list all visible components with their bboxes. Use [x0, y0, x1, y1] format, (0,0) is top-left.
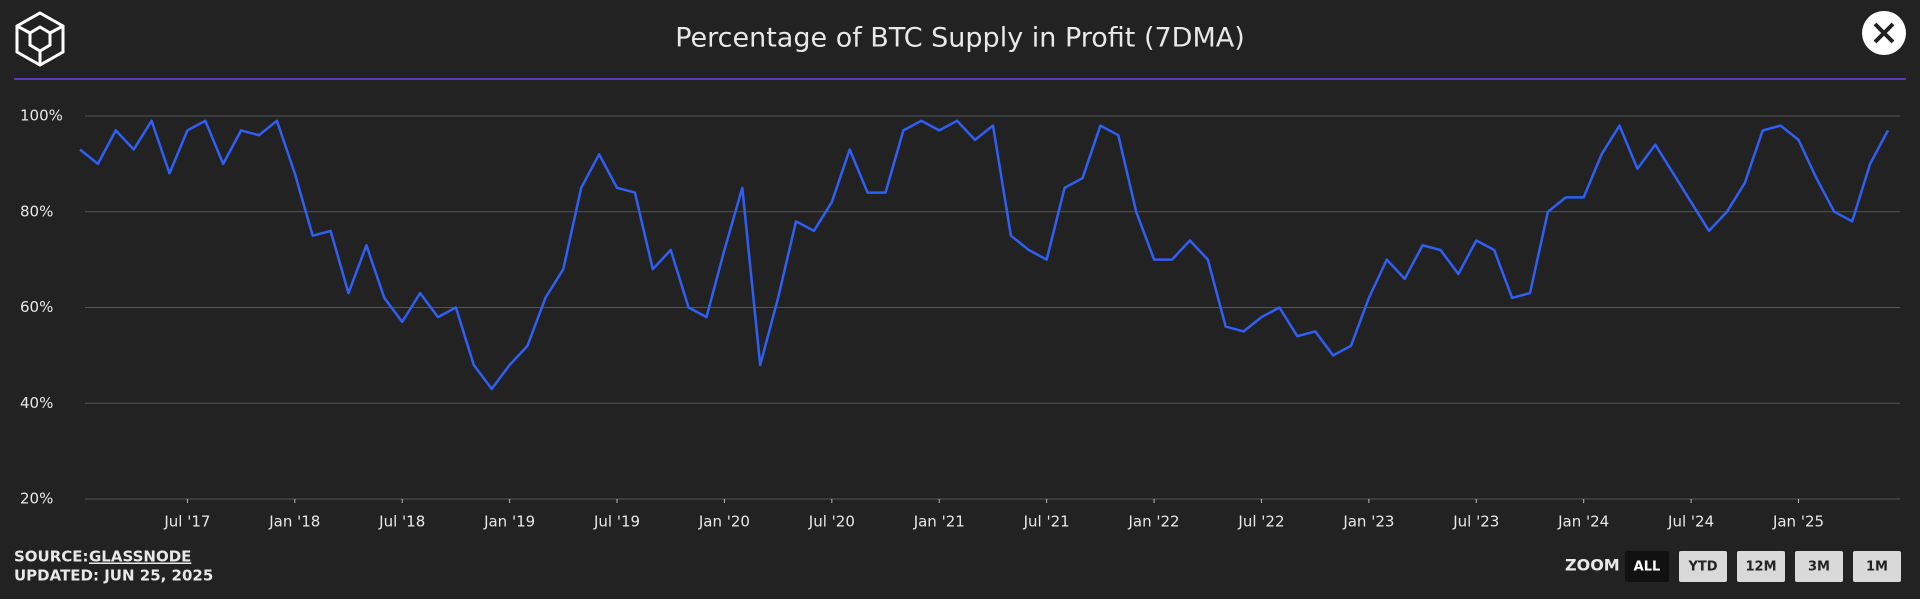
data-line: [79, 119, 1890, 391]
x-tick-label: Jan '18: [268, 513, 320, 531]
source-link[interactable]: GLASSNODE: [89, 548, 191, 566]
zoom-label: ZOOM: [1565, 556, 1620, 575]
x-tick-label: Jul '19: [593, 513, 640, 531]
zoom-button-label: ALL: [1634, 560, 1661, 575]
zoom-button[interactable]: YTD: [1679, 551, 1727, 582]
x-tick-label: Jan '22: [1128, 513, 1180, 531]
zoom-button-bg: [1737, 551, 1785, 582]
y-tick-label: 60%: [20, 298, 53, 316]
zoom-button-bg: [1853, 551, 1901, 582]
x-tick-label: Jul '21: [1023, 513, 1070, 531]
x-tick-label: Jan '23: [1342, 513, 1394, 531]
x-tick-label: Jul '20: [808, 513, 855, 531]
x-tick-label: Jul '23: [1452, 513, 1499, 531]
y-tick-label: 100%: [20, 107, 63, 125]
zoom-button-bg: [1795, 551, 1843, 582]
x-tick-label: Jan '25: [1772, 513, 1824, 531]
close-button[interactable]: [1862, 11, 1906, 55]
logo: [15, 11, 65, 67]
y-tick-label: 20%: [20, 490, 53, 508]
zoom-button[interactable]: ALL: [1625, 551, 1669, 582]
updated: UPDATED: JUN 25, 2025: [14, 567, 213, 585]
chart-title: Percentage of BTC Supply in Profit (7DMA…: [675, 23, 1245, 54]
x-tick-label: Jul '18: [378, 513, 425, 531]
y-tick-label: 80%: [20, 202, 53, 220]
x-tick-label: Jan '21: [913, 513, 965, 531]
zoom-button[interactable]: 3M: [1795, 551, 1843, 582]
zoom-button-bg: [1625, 551, 1669, 582]
zoom-button[interactable]: 12M: [1737, 551, 1785, 582]
zoom-button-label: 3M: [1808, 560, 1830, 575]
zoom-button-label: YTD: [1687, 560, 1717, 575]
zoom-button[interactable]: 1M: [1853, 551, 1901, 582]
zoom-button-bg: [1679, 551, 1727, 582]
x-tick-label: Jan '20: [698, 513, 750, 531]
zoom-button-label: 12M: [1745, 560, 1776, 575]
x-tick-label: Jul '17: [163, 513, 210, 531]
zoom-button-label: 1M: [1866, 560, 1888, 575]
y-tick-label: 40%: [20, 394, 53, 412]
source-label: SOURCE:: [14, 548, 89, 566]
x-tick-label: Jul '24: [1667, 513, 1714, 531]
x-tick-label: Jan '19: [483, 513, 535, 531]
x-tick-label: Jan '24: [1557, 513, 1609, 531]
x-tick-label: Jul '22: [1237, 513, 1284, 531]
